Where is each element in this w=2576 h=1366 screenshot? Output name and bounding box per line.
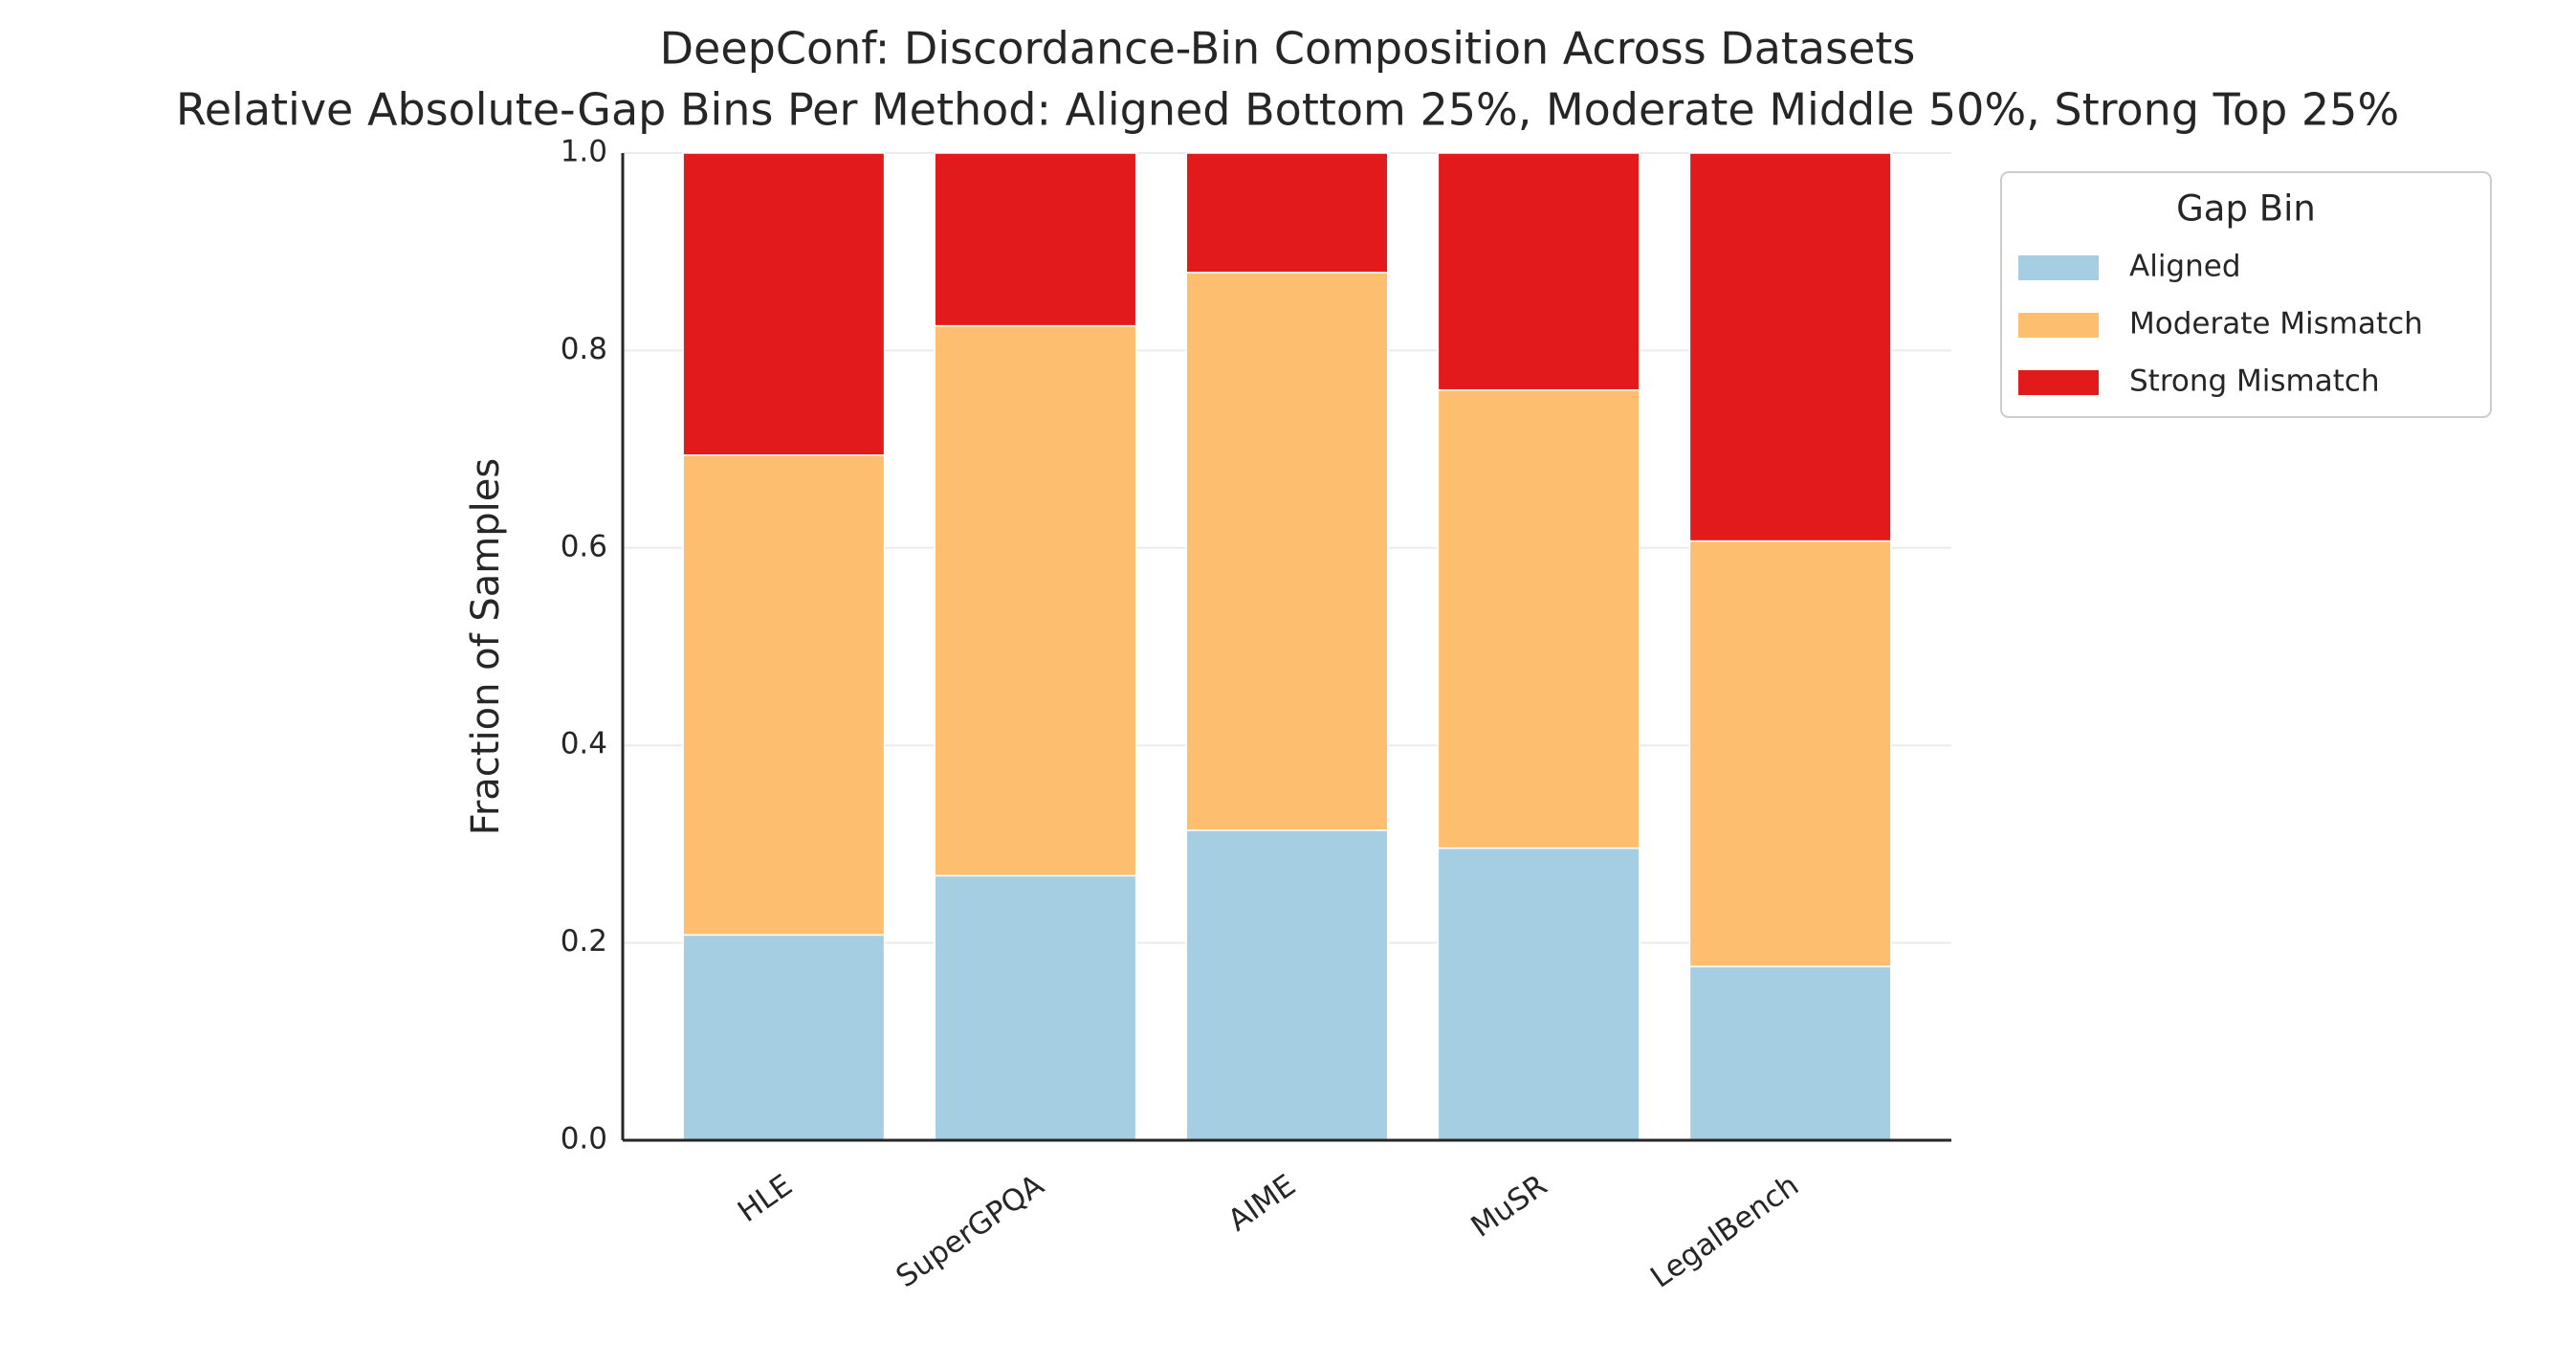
legend-label: Moderate Mismatch [2129,307,2423,342]
y-tick-label: 0.6 [561,529,607,563]
bar-segment [682,152,886,456]
bar-segment [1185,829,1389,1141]
bar-segment [934,152,1137,327]
legend-label: Strong Mismatch [2129,364,2380,399]
bar-segment [1437,847,1640,1141]
bar-segment [682,934,886,1141]
bar-segment [682,454,886,936]
bar-segment [1185,272,1389,831]
bar-segment [1688,540,1892,968]
bar-segment [934,324,1137,877]
x-tick-label: MuSR [1465,1168,1553,1245]
x-tick-label: LegalBench [1644,1168,1805,1295]
bar-segment [1688,965,1892,1141]
legend-title: Gap Bin [2176,188,2316,230]
y-tick-label: 0.4 [561,727,607,761]
x-tick-label: SuperGPQA [890,1168,1049,1294]
legend-label: Aligned [2129,250,2241,284]
chart-title: DeepConf: Discordance-Bin Composition Ac… [660,23,1916,75]
y-tick-label: 1.0 [561,135,607,169]
legend-box [2000,171,2492,418]
bar-segment [1437,152,1640,391]
bar-segment [1688,152,1892,542]
chart-subtitle: Relative Absolute-Gap Bins Per Method: A… [176,84,2399,136]
bar-segment [1437,388,1640,849]
legend-swatch [2018,370,2099,395]
bar-segment [1185,152,1389,274]
x-tick-label: HLE [732,1168,799,1229]
legend-swatch [2018,313,2099,338]
x-tick-label: AIME [1222,1168,1301,1238]
y-axis-label: Fraction of Samples [464,458,508,835]
y-tick-label: 0.0 [561,1122,607,1157]
y-tick-label: 0.8 [561,332,607,366]
legend-swatch [2018,255,2099,280]
bar-segment [934,874,1137,1141]
y-tick-label: 0.2 [561,924,607,958]
